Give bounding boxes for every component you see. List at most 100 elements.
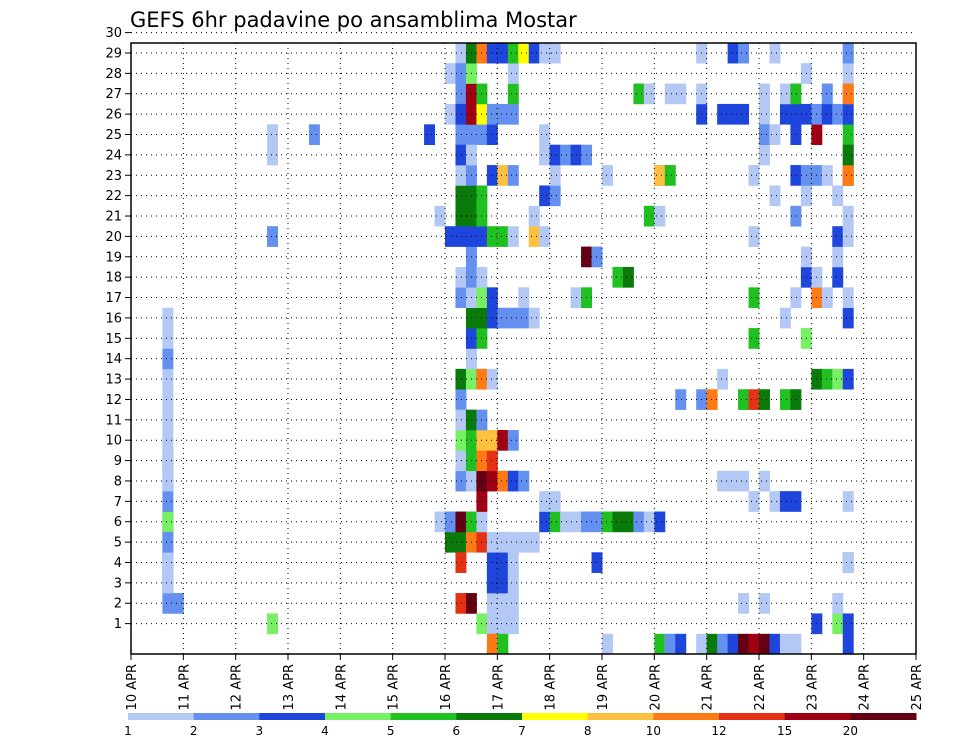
heatmap-cell [769, 42, 781, 64]
heatmap-cell [507, 552, 519, 573]
heatmap-cell [790, 124, 802, 145]
heatmap-cell [832, 593, 844, 614]
heatmap-cell [162, 389, 174, 410]
y-tick-label: 12 [105, 393, 122, 408]
heatmap-cell [455, 552, 467, 573]
heatmap-cell [622, 266, 634, 288]
heatmap-cell [518, 307, 530, 329]
heatmap-cell [497, 307, 509, 329]
heatmap-cell [162, 511, 174, 533]
heatmap-cell [727, 42, 739, 64]
heatmap-cell [549, 511, 561, 533]
x-tick-label: 24 APR [858, 664, 873, 710]
heatmap-cell [738, 593, 750, 614]
colorbar-label: 1 [124, 724, 132, 738]
x-tick-label: 25 APR [910, 664, 925, 710]
x-tick-label: 21 APR [701, 664, 716, 710]
heatmap-cell [445, 511, 456, 533]
chart-title: GEFS 6hr padavine po ansamblima Mostar [130, 8, 577, 32]
heatmap-cell [486, 368, 498, 390]
heatmap-cell [445, 63, 456, 84]
heatmap-cell [162, 430, 174, 451]
heatmap-cell [486, 572, 498, 594]
heatmap-cell [507, 83, 519, 105]
heatmap-cell [455, 470, 467, 492]
heatmap-cell [727, 470, 739, 492]
heatmap-cell [779, 103, 791, 125]
heatmap-cell [664, 83, 676, 105]
heatmap-cell [455, 63, 467, 84]
y-tick-label: 15 [105, 332, 122, 347]
colorbar: 1 2 3 4 5 6 7 8 10 12 15 20 [124, 713, 917, 738]
heatmap-cell [507, 103, 519, 125]
heatmap-cell [738, 470, 750, 492]
plot-frame [130, 42, 917, 655]
heatmap-cell [842, 83, 854, 105]
heatmap-cell [486, 470, 498, 492]
heatmap-cell [769, 185, 781, 207]
heatmap-cell [455, 409, 467, 431]
heatmap-cell [507, 226, 519, 247]
x-axis-ticks: 10 APR 11 APR 12 APR 13 APR 14 APR 15 APR 16 A… [125, 654, 925, 710]
y-tick-label: 7 [114, 495, 122, 510]
heatmap-cell [445, 531, 456, 553]
heatmap-cell [486, 430, 498, 451]
heatmap-cell [497, 552, 509, 573]
heatmap-cell [486, 450, 498, 472]
heatmap-cell [748, 491, 760, 512]
heatmap-cell [790, 83, 802, 105]
heatmap-cell [539, 185, 551, 207]
heatmap-cell [162, 470, 174, 492]
heatmap-cell [445, 226, 456, 247]
colorbar-label: 3 [256, 724, 264, 738]
y-tick-label: 11 [105, 413, 122, 428]
colorbar-label: 6 [453, 724, 461, 738]
heatmap-cell [162, 593, 174, 614]
heatmap-cell [842, 613, 854, 635]
heatmap-cell [507, 430, 519, 451]
heatmap-cell [455, 450, 467, 472]
heatmap-cell [497, 593, 509, 614]
heatmap-cell [842, 633, 854, 655]
x-tick-label: 14 APR [334, 664, 349, 710]
heatmap-cell [602, 633, 613, 655]
heatmap-cell [455, 124, 467, 145]
heatmap-cell [748, 389, 760, 410]
heatmap-cell [779, 389, 791, 410]
heatmap-cell [162, 409, 174, 431]
heatmap-cell [528, 307, 540, 329]
heatmap-cell [821, 287, 833, 309]
y-tick-label: 18 [105, 271, 122, 286]
y-tick-label: 4 [114, 556, 122, 571]
heatmap-cell [790, 633, 802, 655]
heatmap-cell [455, 42, 467, 64]
heatmap-cell [539, 491, 551, 512]
heatmap-cell [759, 83, 770, 105]
heatmap-cell [738, 633, 750, 655]
heatmap-cell [455, 511, 467, 533]
heatmap-cell [267, 613, 279, 635]
heatmap-cell [748, 165, 760, 186]
heatmap-cell [486, 165, 498, 186]
heatmap-cell [518, 287, 530, 309]
heatmap-cell [842, 63, 854, 84]
heatmap-cell [162, 572, 174, 594]
heatmap-cell [821, 165, 833, 186]
heatmap-cell [779, 633, 791, 655]
x-tick-label: 23 APR [805, 664, 820, 710]
heatmap-cell [455, 430, 467, 451]
y-tick-label: 13 [105, 373, 122, 388]
heatmap-cell [738, 389, 750, 410]
heatmap-cell [706, 389, 718, 410]
x-tick-label: 20 APR [648, 664, 663, 710]
heatmap-cell [528, 42, 540, 64]
heatmap-cell [455, 593, 467, 614]
heatmap-cell [486, 633, 498, 655]
heatmap-cell [842, 287, 854, 309]
heatmap-cell [759, 593, 770, 614]
y-tick-label: 27 [105, 87, 122, 102]
heatmap-cell [455, 144, 467, 166]
heatmap-cell [748, 226, 760, 247]
heatmap-cell [162, 368, 174, 390]
